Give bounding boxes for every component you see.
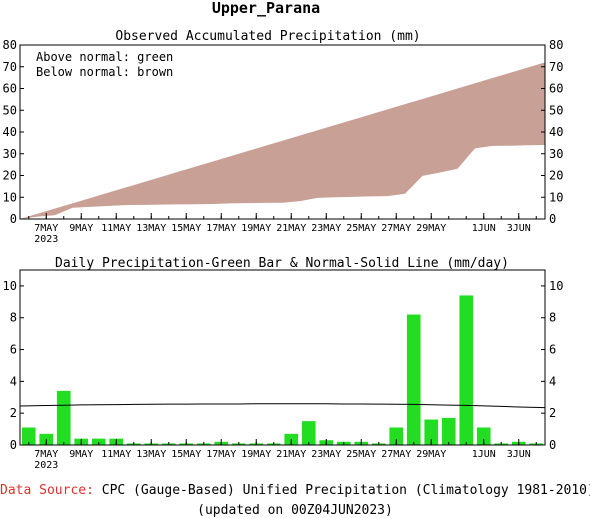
- daily-xtick-label: 29MAY: [416, 449, 446, 460]
- accumulated-ytick-label-right: 0: [549, 212, 556, 226]
- accumulated-ytick-label-left: 70: [3, 60, 17, 74]
- accumulated-xtick-label: 15MAY: [171, 223, 201, 234]
- accumulated-plot-area: [20, 62, 545, 220]
- precip-bar: [424, 419, 439, 445]
- daily-year-label: 2023: [34, 460, 58, 471]
- accumulated-xtick-label: 25MAY: [346, 223, 376, 234]
- precip-bar: [56, 390, 71, 445]
- accumulated-xtick-label: 19MAY: [241, 223, 271, 234]
- daily-plot-frame: [19, 269, 546, 446]
- data-source-label: Data Source:: [0, 483, 94, 498]
- accumulated-ytick-label-left: 0: [10, 212, 17, 226]
- daily-xtick-label: 17MAY: [206, 449, 236, 460]
- daily-ytick-label-left: 10: [3, 279, 17, 293]
- daily-ytick-label-right: 10: [549, 279, 563, 293]
- accumulated-ytick-label-right: 40: [549, 125, 563, 139]
- accumulated-ytick-label-right: 70: [549, 60, 563, 74]
- accumulated-xtick-label: 11MAY: [101, 223, 131, 234]
- accumulated-xtick-label: 17MAY: [206, 223, 236, 234]
- precip-bar: [441, 417, 456, 445]
- precip-bar: [389, 427, 404, 445]
- accumulated-xtick-label: 29MAY: [416, 223, 446, 234]
- daily-chart: Daily Precipitation-Green Bar & Normal-S…: [3, 256, 564, 471]
- precip-bar: [459, 295, 474, 445]
- daily-xtick-label: 9MAY: [69, 449, 93, 460]
- daily-xtick-label: 25MAY: [346, 449, 376, 460]
- daily-ytick-label-left: 8: [10, 311, 17, 325]
- accumulated-xtick-label: 13MAY: [136, 223, 166, 234]
- accumulated-legend-above: Above normal: green: [36, 50, 173, 64]
- daily-xtick-label: 15MAY: [171, 449, 201, 460]
- daily-ytick-label-left: 2: [10, 406, 17, 420]
- updated-text: (updated on 00Z04JUN2023): [197, 503, 393, 518]
- daily-ytick-label-left: 6: [10, 343, 17, 357]
- accumulated-xtick-label: 7MAY: [34, 223, 58, 234]
- daily-xtick-label: 3JUN: [507, 449, 531, 460]
- accumulated-ytick-label-right: 50: [549, 103, 563, 117]
- accumulated-ytick-label-right: 20: [549, 169, 563, 183]
- daily-xtick-label: 7MAY: [34, 449, 58, 460]
- below-normal-area: [20, 62, 545, 220]
- daily-ytick-label-left: 0: [10, 438, 17, 452]
- daily-xtick-label: 21MAY: [276, 449, 306, 460]
- precip-bar: [91, 438, 106, 445]
- daily-axes: 0 0 2 2 4 4 6 6 8 8 10 10 7MAY 9MAY 11MAY 13MAY 15MAY 17M…: [3, 279, 564, 471]
- data-source-text: CPC (Gauge-Based) Unified Precipitation …: [101, 483, 590, 498]
- accumulated-xtick-label: 21MAY: [276, 223, 306, 234]
- accumulated-xtick-label: 27MAY: [381, 223, 411, 234]
- precip-bar: [301, 421, 316, 445]
- daily-ytick-label-right: 4: [549, 374, 556, 388]
- daily-plot-area: [19, 295, 546, 445]
- daily-ytick-label-right: 2: [549, 406, 556, 420]
- normal-line: [19, 403, 546, 409]
- daily-xtick-label: 23MAY: [311, 449, 341, 460]
- daily-ytick-label-right: 0: [549, 438, 556, 452]
- daily-xtick-label: 27MAY: [381, 449, 411, 460]
- daily-xtick-label: 19MAY: [241, 449, 271, 460]
- accumulated-chart: Observed Accumulated Precipitation (mm) …: [3, 29, 564, 245]
- daily-xtick-label: 11MAY: [101, 449, 131, 460]
- accumulated-xtick-label: 23MAY: [311, 223, 341, 234]
- daily-ytick-label-right: 8: [549, 311, 556, 325]
- accumulated-xtick-label: 3JUN: [507, 223, 531, 234]
- accumulated-chart-title: Observed Accumulated Precipitation (mm): [115, 29, 420, 44]
- accumulated-ytick-label-left: 80: [3, 38, 17, 52]
- accumulated-year-label: 2023: [34, 234, 58, 245]
- accumulated-ytick-label-left: 30: [3, 147, 17, 161]
- updated-line: (updated on 00Z04JUN2023): [0, 503, 590, 518]
- daily-ytick-label-right: 6: [549, 343, 556, 357]
- accumulated-ytick-label-left: 20: [3, 169, 17, 183]
- daily-xtick-label: 13MAY: [136, 449, 166, 460]
- daily-xtick-label: 1JUN: [472, 449, 496, 460]
- daily-chart-title: Daily Precipitation-Green Bar & Normal-S…: [55, 256, 509, 271]
- accumulated-ytick-label-left: 40: [3, 125, 17, 139]
- accumulated-legend-below: Below normal: brown: [36, 65, 173, 79]
- accumulated-ytick-label-right: 60: [549, 82, 563, 96]
- accumulated-ytick-label-right: 30: [549, 147, 563, 161]
- accumulated-ytick-label-left: 10: [3, 190, 17, 204]
- accumulated-axes: 0 0 10 10 20 20 30 30 40 40 50 50 60 60 70 70 80 80 7MAY 9M…: [3, 38, 564, 245]
- precip-bar: [406, 314, 421, 445]
- accumulated-ytick-label-left: 50: [3, 103, 17, 117]
- precip-bar: [476, 427, 491, 445]
- accumulated-ytick-label-right: 10: [549, 190, 563, 204]
- precip-bar: [21, 427, 36, 445]
- accumulated-ytick-label-right: 80: [549, 38, 563, 52]
- accumulated-xtick-label: 1JUN: [472, 223, 496, 234]
- daily-ytick-label-left: 4: [10, 374, 17, 388]
- figure-title: Upper_Parana: [212, 0, 320, 17]
- accumulated-xtick-label: 9MAY: [69, 223, 93, 234]
- data-source-line: Data Source: CPC (Gauge-Based) Unified P…: [0, 483, 590, 498]
- accumulated-ytick-label-left: 60: [3, 82, 17, 96]
